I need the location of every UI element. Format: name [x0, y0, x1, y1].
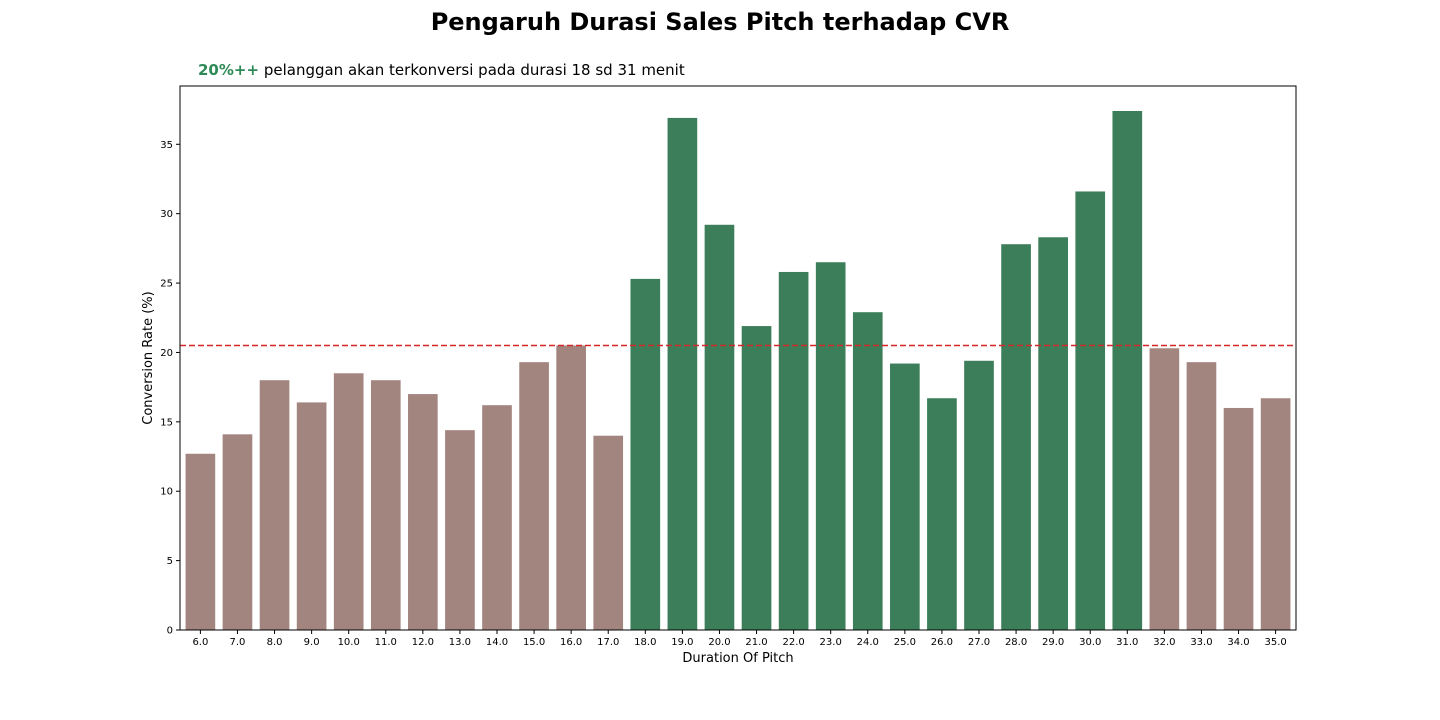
x-tick-label: 25.0: [894, 637, 916, 648]
bar-13.0: [445, 430, 475, 630]
bar-32.0: [1149, 348, 1180, 630]
y-tick-label: 25: [160, 279, 173, 290]
x-tick-label: 28.0: [1005, 637, 1027, 648]
bar-21.0: [741, 326, 772, 630]
y-tick-label: 0: [167, 626, 173, 637]
x-tick-label: 24.0: [857, 637, 879, 648]
x-tick-label: 11.0: [375, 637, 397, 648]
x-tick-label: 13.0: [449, 637, 471, 648]
y-tick-label: 15: [160, 417, 173, 428]
bars-group: [185, 110, 1291, 631]
x-tick-label: 6.0: [192, 637, 208, 648]
bar-24.0: [852, 312, 883, 630]
x-tick-label: 22.0: [782, 637, 804, 648]
x-tick-label: 15.0: [523, 637, 545, 648]
x-tick-label: 21.0: [745, 637, 767, 648]
x-tick-label: 29.0: [1042, 637, 1064, 648]
x-tick-label: 31.0: [1116, 637, 1138, 648]
bar-6.0: [185, 453, 216, 630]
subtitle-text: pelanggan akan terkonversi pada durasi 1…: [263, 61, 685, 79]
x-tick-label: 34.0: [1227, 637, 1249, 648]
x-axis-ticks: 6.0 7.0 8.0 9.0 10.0 11.0 12.0 13.0 14.0 15.0 16.0…: [192, 630, 1287, 648]
chart-subtitle: 20%++ pelanggan akan terkonversi pada du…: [198, 61, 685, 79]
bar-26.0: [927, 398, 957, 630]
x-tick-label: 18.0: [634, 637, 656, 648]
y-axis-label: Conversion Rate (%): [141, 291, 156, 424]
bar-35.0: [1260, 398, 1291, 630]
x-axis-label: Duration Of Pitch: [682, 651, 793, 666]
subtitle-highlight: 20%++: [198, 61, 260, 79]
x-tick-label: 8.0: [267, 637, 283, 648]
bar-10.0: [333, 373, 364, 630]
y-tick-label: 10: [160, 487, 173, 498]
x-tick-label: 17.0: [597, 637, 619, 648]
x-tick-label: 14.0: [486, 637, 508, 648]
bar-28.0: [1001, 244, 1031, 630]
x-tick-label: 12.0: [412, 637, 434, 648]
bar-16.0: [556, 345, 586, 630]
bar-34.0: [1223, 407, 1254, 630]
bar-25.0: [890, 363, 920, 630]
bar-31.0: [1112, 110, 1143, 630]
x-tick-label: 23.0: [820, 637, 842, 648]
bar-22.0: [778, 271, 809, 630]
bar-15.0: [519, 362, 549, 630]
bar-17.0: [593, 435, 624, 630]
x-tick-label: 20.0: [708, 637, 730, 648]
bar-19.0: [667, 117, 698, 631]
x-tick-label: 27.0: [968, 637, 990, 648]
bar-14.0: [482, 405, 512, 630]
chart-title: Pengaruh Durasi Sales Pitch terhadap CVR: [430, 8, 1010, 36]
bar-7.0: [222, 434, 253, 630]
bar-29.0: [1038, 237, 1068, 630]
bar-12.0: [408, 394, 438, 630]
x-tick-label: 30.0: [1079, 637, 1101, 648]
x-tick-label: 7.0: [230, 637, 246, 648]
bar-30.0: [1075, 191, 1106, 630]
bar-18.0: [630, 278, 661, 630]
x-tick-label: 10.0: [338, 637, 360, 648]
bar-20.0: [704, 224, 735, 630]
x-tick-label: 19.0: [671, 637, 693, 648]
bar-8.0: [259, 380, 290, 630]
x-tick-label: 26.0: [931, 637, 953, 648]
y-axis-ticks: 0 5 10 15 20 25 30 35: [160, 140, 180, 637]
y-tick-label: 35: [160, 140, 173, 151]
x-tick-label: 33.0: [1190, 637, 1212, 648]
x-tick-label: 9.0: [304, 637, 320, 648]
plot-frame: [179, 85, 1297, 631]
y-tick-label: 30: [160, 209, 173, 220]
bar-9.0: [296, 402, 327, 630]
x-tick-label: 35.0: [1264, 637, 1286, 648]
x-tick-label: 32.0: [1153, 637, 1175, 648]
y-tick-label: 20: [160, 348, 173, 359]
bar-33.0: [1186, 362, 1217, 630]
y-tick-label: 5: [167, 556, 173, 567]
x-tick-label: 16.0: [560, 637, 582, 648]
bar-11.0: [370, 380, 401, 630]
bar-27.0: [964, 360, 994, 630]
bar-23.0: [815, 262, 846, 630]
